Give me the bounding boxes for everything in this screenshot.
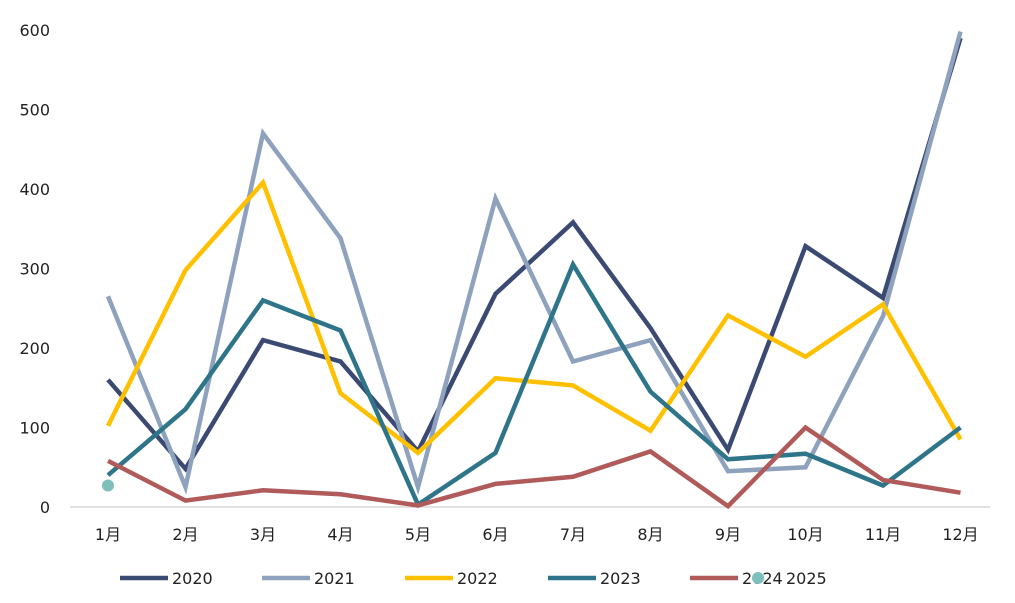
- x-tick-label: 8月: [637, 525, 663, 544]
- x-tick-label: 9月: [715, 525, 741, 544]
- y-tick-label: 500: [19, 101, 50, 120]
- y-tick-label: 400: [19, 180, 50, 199]
- y-axis: 0 100 200 300 400 500 600: [19, 21, 50, 517]
- legend-label-2020: 2020: [172, 569, 213, 588]
- x-tick-label: 12月: [942, 525, 978, 544]
- series-layer: [102, 31, 963, 510]
- series-2025-point: [102, 479, 114, 492]
- y-tick-label: 600: [19, 21, 50, 40]
- y-tick-label: 100: [19, 419, 50, 438]
- x-tick-label: 11月: [865, 525, 901, 544]
- legend-label-2022: 2022: [457, 569, 498, 588]
- legend-label-2021: 2021: [314, 569, 355, 588]
- y-tick-label: 0: [40, 498, 50, 517]
- x-axis: 1月 2月 3月 4月 5月 6月 7月 8月 9月 10月 11月 12月: [95, 525, 979, 544]
- x-tick-label: 1月: [95, 525, 121, 544]
- series-2023-line: [106, 259, 962, 508]
- x-tick-label: 7月: [560, 525, 586, 544]
- legend: 202020212022202320242025: [120, 569, 827, 588]
- x-tick-label: 2月: [172, 525, 198, 544]
- x-tick-label: 3月: [250, 525, 276, 544]
- series-2020-line: [106, 37, 963, 473]
- x-tick-label: 4月: [327, 525, 353, 544]
- series-2024-line: [106, 424, 961, 510]
- x-tick-label: 10月: [787, 525, 823, 544]
- series-2021-line: [105, 31, 963, 496]
- y-tick-label: 300: [19, 260, 50, 279]
- series-2022-line: [105, 178, 963, 456]
- legend-label-2025: 2025: [786, 569, 827, 588]
- x-tick-label: 6月: [482, 525, 508, 544]
- x-tick-label: 5月: [405, 525, 431, 544]
- y-tick-label: 200: [19, 339, 50, 358]
- legend-marker-2025: [752, 572, 764, 584]
- legend-label-2023: 2023: [600, 569, 641, 588]
